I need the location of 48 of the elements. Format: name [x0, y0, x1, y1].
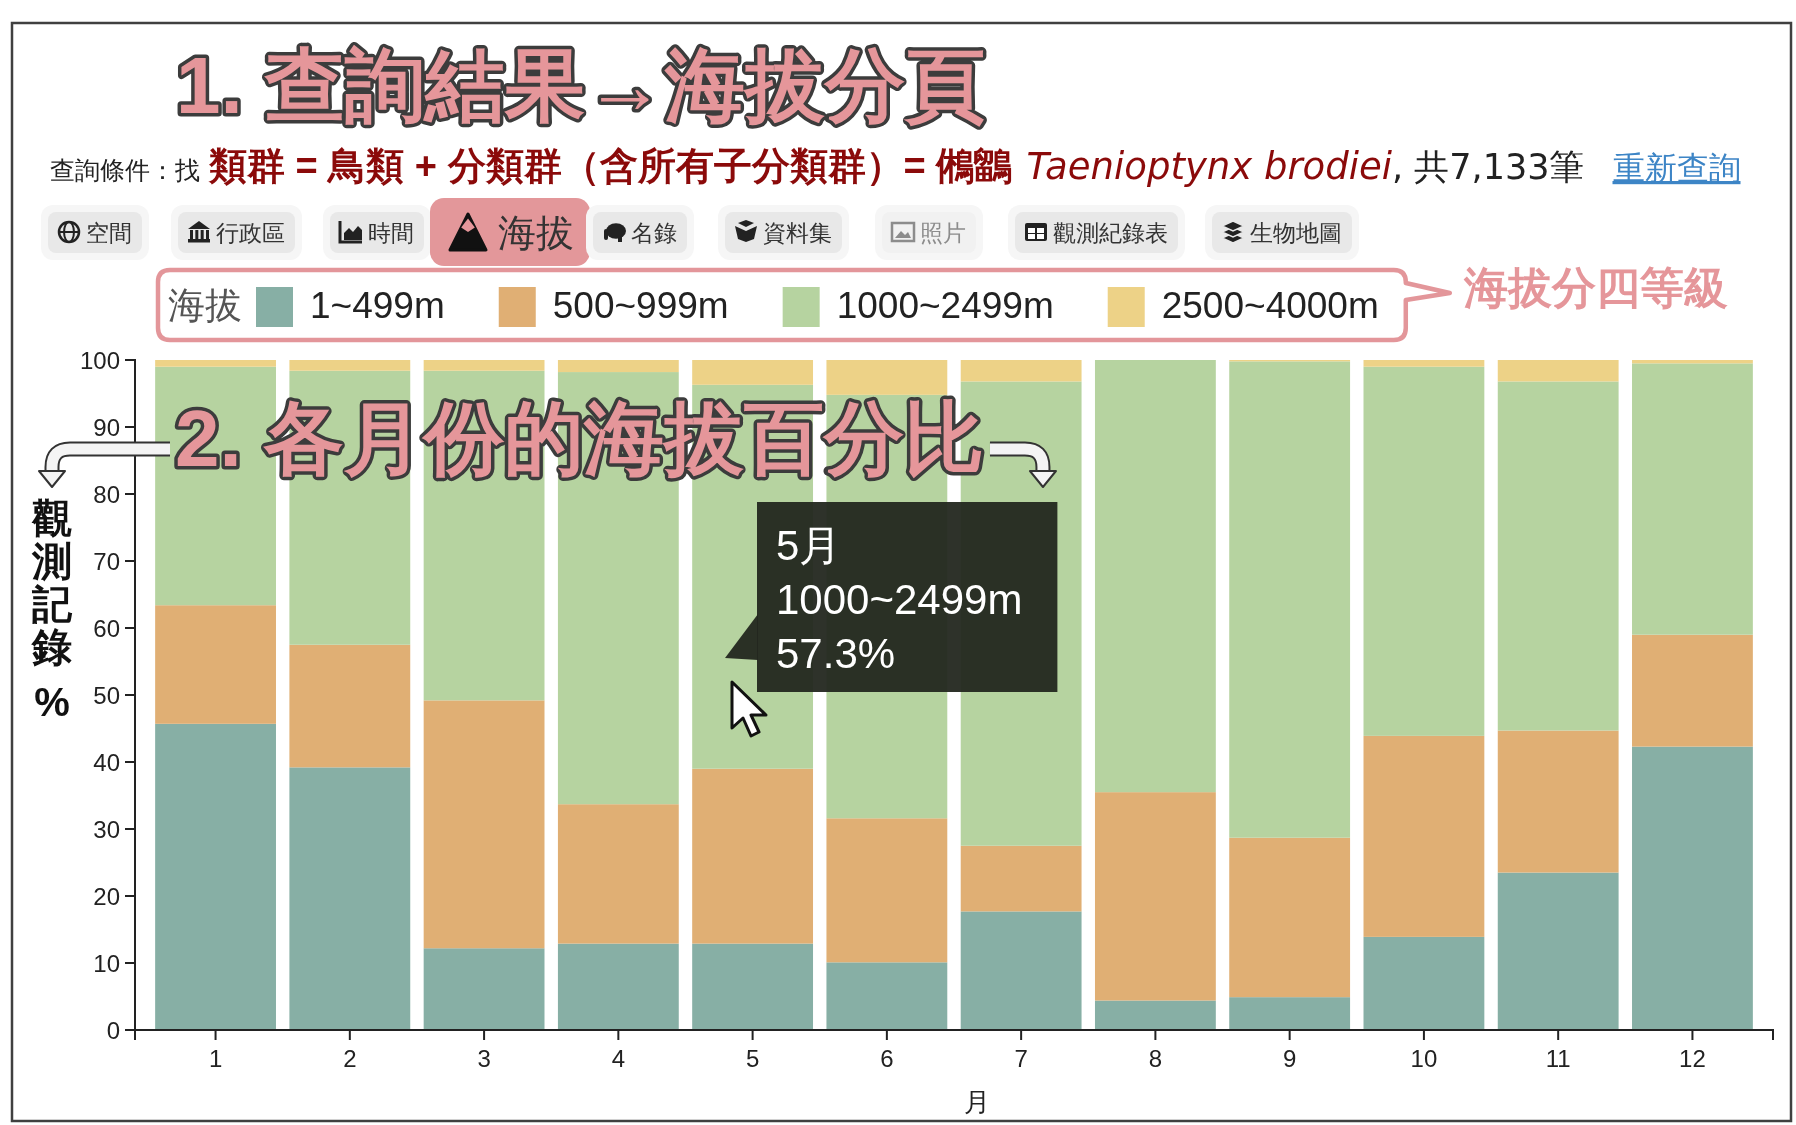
tab: 空間: [41, 205, 149, 260]
x-tick-label: 10: [1410, 1045, 1438, 1072]
text: 類群 = 鳥類 + 分類群（含所有子分類群）= 鵂鶹: [208, 145, 1013, 187]
y-tick-label: 40: [93, 748, 120, 776]
tab: 海拔: [430, 198, 590, 266]
legend-label: 1~499m: [310, 285, 445, 326]
x-tick-label: 7: [1014, 1045, 1028, 1072]
y-tick-label: 90: [93, 413, 120, 441]
legend-label: 1000~2499m: [836, 285, 1054, 326]
y-tick-label: 60: [93, 614, 120, 642]
tab: 時間: [323, 205, 431, 260]
text: 查詢條件：找: [50, 156, 200, 184]
y-axis-title: 觀測記錄 %: [31, 496, 73, 724]
x-tick-label: 1: [208, 1045, 223, 1072]
y-tick-label: 50: [93, 681, 120, 709]
text: 重新查詢: [1612, 150, 1741, 186]
x-tick-label: 9: [1283, 1045, 1297, 1072]
x-tick-label: 4: [611, 1045, 625, 1072]
text: , 共7,133筆: [1392, 147, 1585, 187]
legend-title: 海拔: [168, 285, 242, 326]
y-tick-label: 10: [93, 949, 120, 977]
y-tick-label: 100: [79, 346, 120, 374]
chart-title: 1. 查詢結果→海拔分頁: [176, 41, 985, 130]
y-tick-label: 70: [93, 547, 120, 575]
y-tick-label: 80: [93, 480, 120, 508]
text: 海拔分四等級: [1462, 263, 1728, 312]
y-tick-label: 20: [93, 882, 120, 910]
tab: 生物地圖: [1205, 205, 1359, 260]
tab: 觀測紀錄表: [1008, 205, 1185, 260]
x-tick-label: 12: [1679, 1045, 1706, 1072]
x-axis-title: 月: [963, 1087, 990, 1117]
x-tick-label: 3: [477, 1045, 491, 1072]
legend-label: 2500~4000m: [1161, 285, 1379, 326]
legend-label: 500~999m: [552, 285, 729, 326]
annotation: 5月 1000~2499m 57.3%: [776, 522, 1023, 677]
x-tick-label: 11: [1545, 1045, 1571, 1072]
tab: 行政區: [171, 205, 302, 260]
text: Taenioptynx brodiei: [1026, 145, 1393, 188]
y-tick-label: 0: [106, 1016, 120, 1044]
tooltip: 5月 1000~2499m 57.3%: [725, 502, 1058, 692]
x-tick-label: 2: [343, 1045, 357, 1072]
tab: 資料集: [718, 205, 849, 260]
y-tick-label: 30: [93, 815, 120, 843]
x-tick-label: 5: [745, 1045, 760, 1072]
tab: 照片: [875, 205, 983, 260]
x-tick-label: 6: [880, 1045, 894, 1072]
tab: 名錄: [586, 205, 694, 260]
x-tick-label: 8: [1148, 1045, 1163, 1072]
